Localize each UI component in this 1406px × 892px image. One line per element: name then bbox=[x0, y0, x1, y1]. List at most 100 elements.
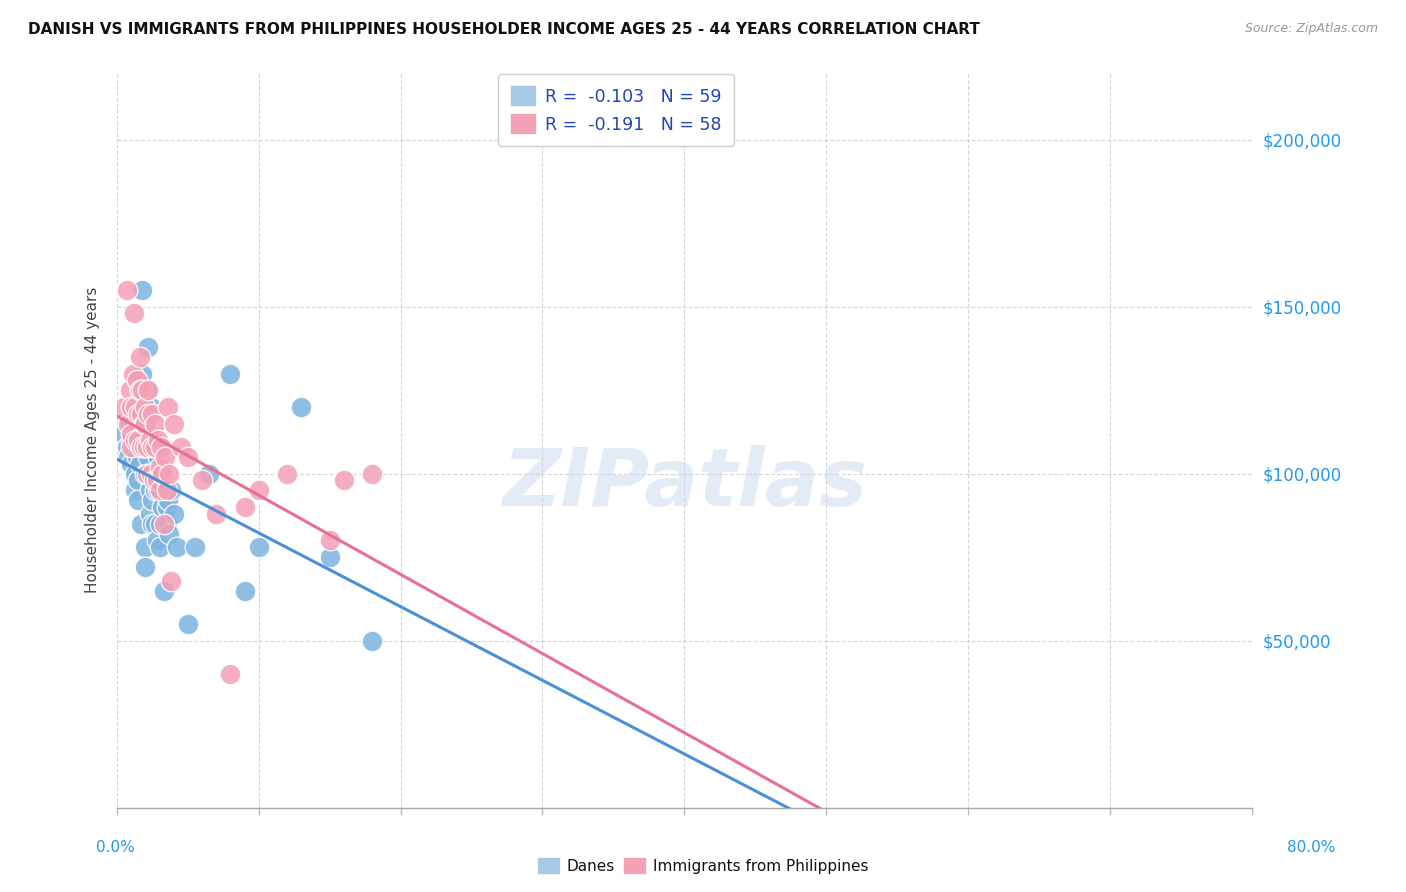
Text: Source: ZipAtlas.com: Source: ZipAtlas.com bbox=[1244, 22, 1378, 36]
Point bbox=[155, 516, 177, 531]
Point bbox=[149, 440, 172, 454]
Point bbox=[118, 383, 141, 397]
Point bbox=[127, 493, 149, 508]
Text: 80.0%: 80.0% bbox=[1288, 839, 1336, 855]
Point bbox=[160, 483, 183, 498]
Point bbox=[136, 450, 159, 464]
Text: DANISH VS IMMIGRANTS FROM PHILIPPINES HOUSEHOLDER INCOME AGES 25 - 44 YEARS CORR: DANISH VS IMMIGRANTS FROM PHILIPPINES HO… bbox=[28, 22, 980, 37]
Point bbox=[125, 450, 148, 464]
Point bbox=[149, 467, 172, 481]
Point bbox=[157, 493, 180, 508]
Point bbox=[153, 450, 176, 464]
Point bbox=[131, 367, 153, 381]
Point bbox=[134, 540, 156, 554]
Text: ZIPatlas: ZIPatlas bbox=[502, 445, 866, 524]
Point bbox=[115, 283, 138, 297]
Point bbox=[134, 400, 156, 414]
Point bbox=[159, 526, 181, 541]
Point bbox=[129, 440, 152, 454]
Point bbox=[134, 560, 156, 574]
Point bbox=[122, 306, 145, 320]
Point bbox=[141, 407, 163, 421]
Point bbox=[124, 400, 146, 414]
Y-axis label: Householder Income Ages 25 - 44 years: Householder Income Ages 25 - 44 years bbox=[86, 287, 100, 593]
Point bbox=[150, 500, 173, 514]
Point bbox=[148, 540, 170, 554]
Point bbox=[127, 474, 149, 488]
Point bbox=[120, 457, 142, 471]
Point bbox=[141, 516, 163, 531]
Point bbox=[124, 434, 146, 448]
Point bbox=[120, 434, 142, 448]
Point bbox=[129, 407, 152, 421]
Point bbox=[112, 426, 135, 441]
Point bbox=[143, 417, 166, 431]
Point bbox=[205, 507, 228, 521]
Point bbox=[141, 440, 163, 454]
Legend: R =  -0.103   N = 59, R =  -0.191   N = 58: R = -0.103 N = 59, R = -0.191 N = 58 bbox=[498, 74, 734, 146]
Point bbox=[128, 457, 150, 471]
Point bbox=[150, 467, 173, 481]
Point bbox=[127, 434, 149, 448]
Point bbox=[191, 474, 214, 488]
Point bbox=[135, 383, 157, 397]
Point bbox=[120, 440, 142, 454]
Point bbox=[141, 493, 163, 508]
Point bbox=[143, 483, 166, 498]
Point bbox=[148, 460, 170, 475]
Point bbox=[136, 383, 159, 397]
Point bbox=[139, 467, 162, 481]
Point bbox=[152, 516, 174, 531]
Point bbox=[124, 483, 146, 498]
Point bbox=[146, 483, 169, 498]
Point bbox=[198, 467, 221, 481]
Point bbox=[148, 516, 170, 531]
Point bbox=[138, 507, 160, 521]
Point bbox=[276, 467, 298, 481]
Point bbox=[146, 450, 169, 464]
Point bbox=[131, 383, 153, 397]
Point bbox=[128, 350, 150, 364]
Point bbox=[127, 407, 149, 421]
Point bbox=[163, 507, 186, 521]
Point bbox=[134, 467, 156, 481]
Point bbox=[122, 440, 145, 454]
Point bbox=[361, 467, 384, 481]
Point bbox=[138, 483, 160, 498]
Point bbox=[142, 474, 165, 488]
Point bbox=[153, 474, 176, 488]
Point bbox=[361, 633, 384, 648]
Point bbox=[135, 467, 157, 481]
Point bbox=[135, 440, 157, 454]
Point bbox=[146, 434, 169, 448]
Point bbox=[219, 367, 242, 381]
Point bbox=[117, 450, 139, 464]
Point bbox=[139, 400, 162, 414]
Point bbox=[166, 540, 188, 554]
Point bbox=[160, 574, 183, 588]
Point bbox=[120, 400, 142, 414]
Legend: Danes, Immigrants from Philippines: Danes, Immigrants from Philippines bbox=[531, 852, 875, 880]
Point bbox=[318, 550, 340, 565]
Point bbox=[136, 407, 159, 421]
Point bbox=[152, 583, 174, 598]
Point bbox=[128, 383, 150, 397]
Point bbox=[333, 474, 356, 488]
Point bbox=[219, 667, 242, 681]
Point bbox=[132, 440, 155, 454]
Point bbox=[138, 434, 160, 448]
Point bbox=[128, 434, 150, 448]
Point bbox=[318, 533, 340, 548]
Point bbox=[155, 500, 177, 514]
Point bbox=[184, 540, 207, 554]
Point bbox=[112, 400, 135, 414]
Point bbox=[132, 417, 155, 431]
Point bbox=[145, 533, 167, 548]
Point bbox=[121, 407, 143, 421]
Point bbox=[134, 417, 156, 431]
Point bbox=[148, 483, 170, 498]
Point bbox=[117, 417, 139, 431]
Point bbox=[132, 440, 155, 454]
Point bbox=[120, 426, 142, 441]
Point bbox=[247, 483, 270, 498]
